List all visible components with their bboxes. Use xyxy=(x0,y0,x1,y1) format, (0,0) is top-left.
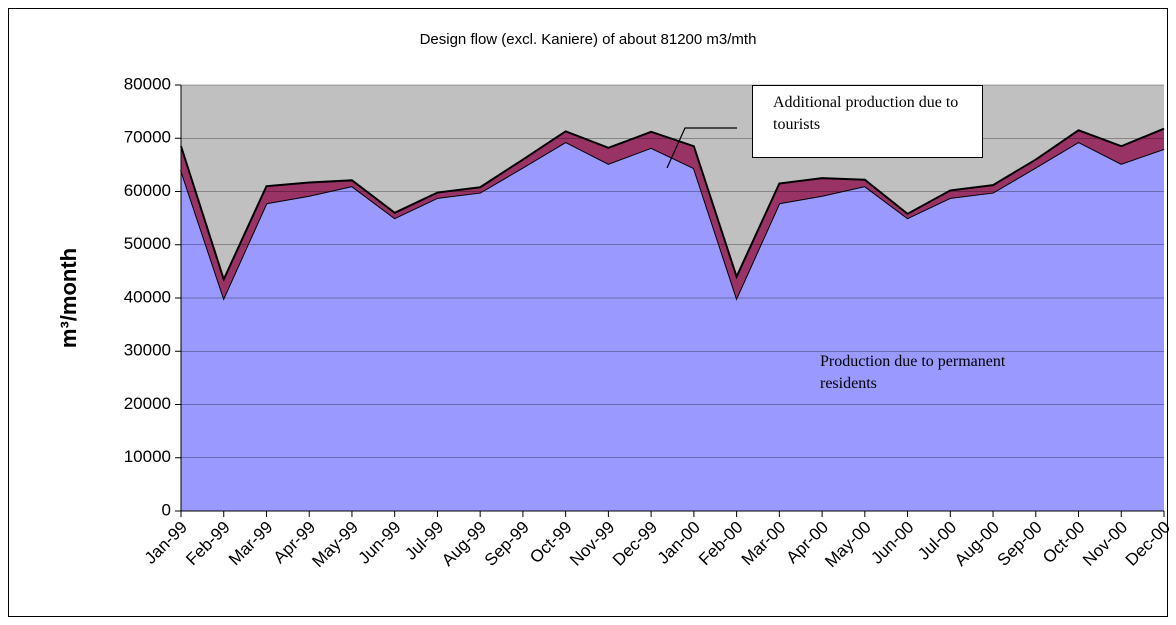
y-tick-label: 20000 xyxy=(124,394,171,413)
area-outline xyxy=(180,127,1165,283)
leader-line xyxy=(666,127,737,169)
area xyxy=(181,141,1164,512)
y-tick-label: 30000 xyxy=(124,341,171,360)
y-tick-label: 80000 xyxy=(124,74,171,93)
y-tick-label: 0 xyxy=(162,500,171,519)
area-label: Production due to permanent residents xyxy=(820,353,1006,392)
y-axis-label: m³/month xyxy=(56,248,81,348)
area-label: Additional production due to tourists xyxy=(752,85,983,158)
chart-title: Design flow (excl. Kaniere) of about 812… xyxy=(420,31,757,48)
y-tick-label: 10000 xyxy=(124,447,171,466)
y-tick-label: 50000 xyxy=(124,234,171,253)
y-tick-label: 70000 xyxy=(124,128,171,147)
area xyxy=(181,128,1164,298)
plot: 0 10000 20000 30000 40000 50000 60000 70000 8000… xyxy=(124,74,1174,571)
y-tick-label: 60000 xyxy=(124,181,171,200)
y-tick-label: 40000 xyxy=(124,287,171,306)
